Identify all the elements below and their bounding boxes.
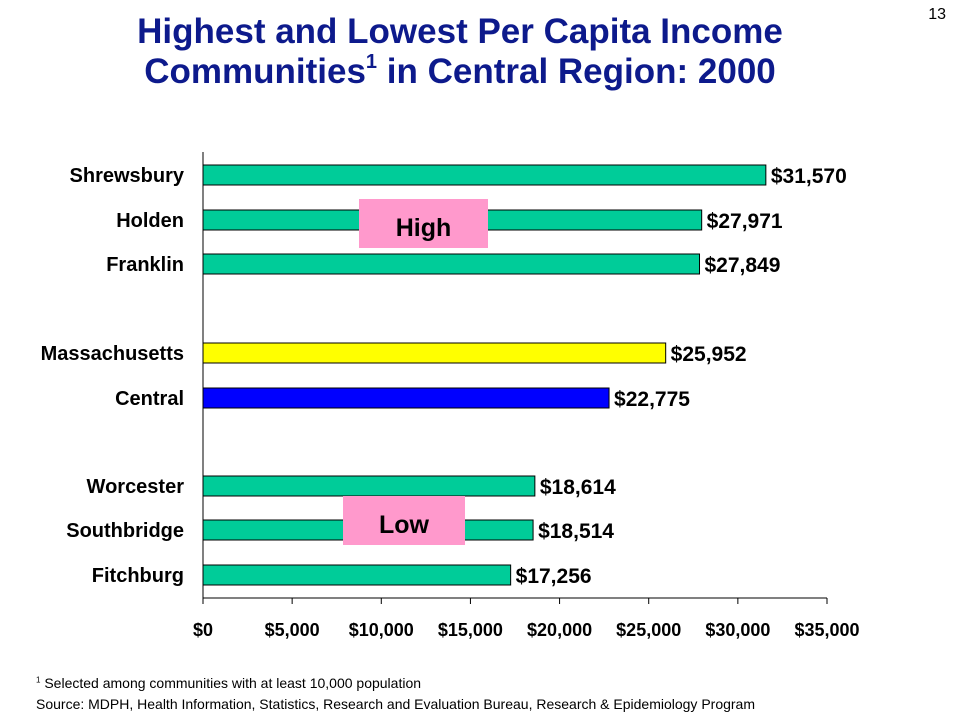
bar [202,475,536,497]
title-line-2-end: in Central Region: 2000 [377,52,776,91]
footnote-marker: 1 [36,675,41,685]
category-label: Shrewsbury [70,165,185,187]
category-label: Fitchburg [92,565,184,587]
annotation-badge [359,199,488,248]
category-label: Holden [116,210,184,232]
annotation-label: High [396,214,452,242]
page-number: 13 [928,6,946,23]
footnote-text: Selected among communities with at least… [40,675,422,691]
title-footnote-marker: 1 [365,51,378,73]
bar [202,564,512,586]
title-line-1: Highest and Lowest Per Capita Income [137,12,783,51]
footnote: 1 Selected among communities with at lea… [36,675,421,691]
x-tick-label: $15,000 [438,620,503,640]
x-tick-label: $10,000 [349,620,414,640]
value-label: $27,849 [705,254,781,277]
bar [202,387,610,409]
x-tick-label: $35,000 [794,620,859,640]
category-label: Massachusetts [41,343,184,365]
bar [202,164,767,186]
bar [202,342,667,364]
value-label: $22,775 [614,388,690,411]
value-label: $27,971 [707,210,783,233]
title-line-2-start: Communities [144,52,366,91]
value-label: $18,614 [540,476,616,499]
annotation-label: Low [379,511,430,539]
x-tick-label: $30,000 [705,620,770,640]
category-label: Southbridge [66,520,184,542]
bar [202,253,701,275]
x-tick-label: $25,000 [616,620,681,640]
value-label: $31,570 [771,165,847,188]
source-note: Source: MDPH, Health Information, Statis… [36,696,756,712]
value-label: $25,952 [671,343,747,366]
category-label: Central [115,388,184,410]
page-title: Highest and Lowest Per Capita Income Com… [40,12,880,92]
x-tick-label: $20,000 [527,620,592,640]
value-label: $17,256 [516,565,592,588]
title-line-2: Communities1 in Central Region: 2000 [40,52,880,92]
x-tick-label: $5,000 [265,620,320,640]
category-label: Worcester [87,476,185,498]
value-label: $18,514 [538,520,614,543]
annotation-badge [343,496,465,545]
x-tick-label: $0 [193,620,213,640]
category-label: Franklin [106,254,184,276]
